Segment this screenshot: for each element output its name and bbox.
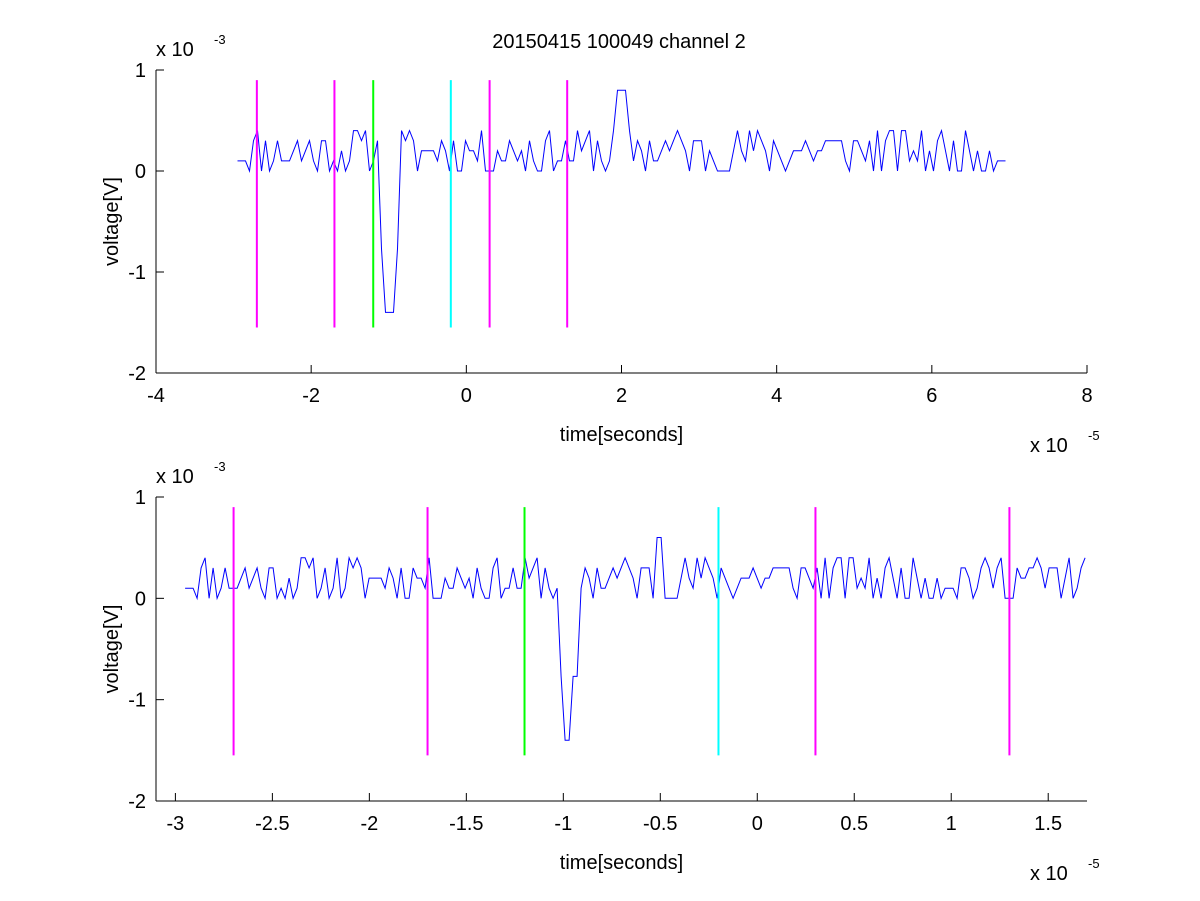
x-axis-label-1: time[seconds] [560, 852, 683, 874]
y-exponent-power-0: -3 [214, 32, 226, 47]
y-tick-label-1-3: 1 [135, 487, 146, 509]
x-tick-label-1-8: 1 [946, 813, 957, 835]
x-tick-label-1-0: -3 [166, 813, 184, 835]
x-tick-label-0-3: 2 [616, 385, 627, 407]
y-tick-label-0-2: 0 [135, 161, 146, 183]
y-exponent-label-1: x 10 [156, 466, 194, 488]
x-tick-label-0-2: 0 [461, 385, 472, 407]
x-axis-label-0: time[seconds] [560, 424, 683, 446]
y-exponent-power-1: -3 [214, 459, 226, 474]
y-tick-label-0-3: 1 [135, 60, 146, 82]
x-exponent-power-0: -5 [1088, 428, 1100, 443]
x-exponent-label-0: x 10 [1030, 435, 1068, 457]
x-tick-label-0-5: 6 [926, 385, 937, 407]
y-tick-label-1-1: -1 [128, 690, 146, 712]
y-axis-label-1: voltage[V] [101, 605, 123, 694]
signal-trace-0-0 [237, 89, 1006, 313]
x-tick-label-0-0: -4 [147, 385, 165, 407]
x-exponent-label-1: x 10 [1030, 863, 1068, 885]
chart-title: 20150415 100049 channel 2 [492, 31, 746, 53]
y-exponent-label-0: x 10 [156, 39, 194, 61]
y-tick-label-0-0: -2 [128, 363, 146, 385]
x-tick-label-1-4: -1 [554, 813, 572, 835]
x-tick-label-1-1: -2.5 [255, 813, 289, 835]
y-axis-label-0: voltage[V] [101, 177, 123, 266]
x-tick-label-0-6: 8 [1081, 385, 1092, 407]
signal-trace-1-0 [185, 537, 1086, 741]
y-tick-label-1-2: 0 [135, 588, 146, 610]
x-tick-label-1-6: 0 [752, 813, 763, 835]
x-tick-label-1-3: -1.5 [449, 813, 483, 835]
y-tick-label-1-0: -2 [128, 791, 146, 813]
x-tick-label-0-4: 4 [771, 385, 782, 407]
x-tick-label-1-2: -2 [360, 813, 378, 835]
x-tick-label-1-5: -0.5 [643, 813, 677, 835]
x-exponent-power-1: -5 [1088, 856, 1100, 871]
y-tick-label-0-1: -1 [128, 262, 146, 284]
x-tick-label-1-7: 0.5 [840, 813, 868, 835]
x-tick-label-1-9: 1.5 [1034, 813, 1062, 835]
x-tick-label-0-1: -2 [302, 385, 320, 407]
